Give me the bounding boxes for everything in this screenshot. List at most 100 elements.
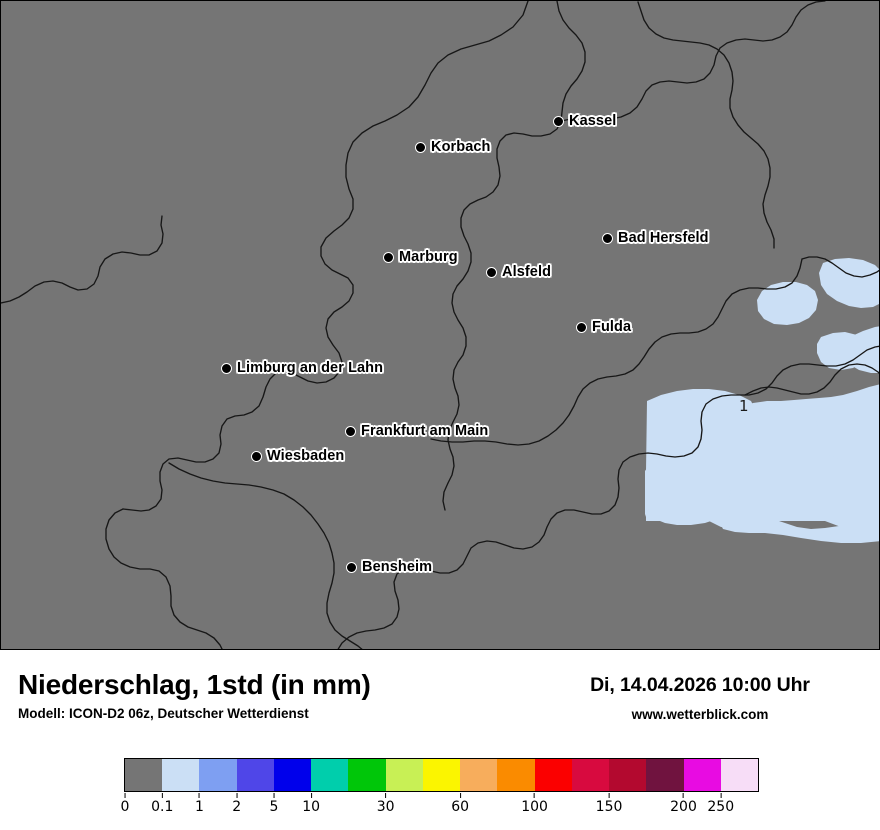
tick-mark: [236, 793, 238, 798]
city-dot-icon: [576, 321, 587, 333]
border-northeast: [442, 1, 586, 511]
border-south-odenwald: [337, 345, 879, 649]
valid-time-label: Di, 14.04.2026 10:00 Uhr: [590, 674, 810, 696]
page-title: Niederschlag, 1std (in mm): [18, 669, 371, 700]
tick-mark: [310, 793, 312, 798]
colorbar-tick: 0: [120, 793, 130, 815]
colorbar-swatch-11[interactable]: [534, 759, 572, 791]
border-east-fulda: [637, 1, 775, 249]
city-dot-icon: [221, 362, 232, 374]
colorbar-tick: 250: [707, 793, 734, 815]
border-lower-right: [744, 363, 879, 396]
colorbar-tick: 2: [232, 793, 241, 815]
colorbar-swatch-9[interactable]: [460, 759, 498, 791]
precip-area-se-extension: [719, 515, 879, 543]
city-marker-kassel[interactable]: Kassel: [553, 113, 616, 129]
precipitation-map[interactable]: 1 Kassel Korbach Bad Hersfeld Marburg Al…: [0, 0, 880, 650]
tick-mark: [273, 793, 275, 798]
tick-mark: [534, 793, 536, 798]
colorbar-legend[interactable]: 0 0.1 1 2 5 10 30 60 100 150 200 250: [120, 758, 759, 821]
colorbar-swatch-16[interactable]: [720, 759, 758, 791]
colorbar-swatch-2[interactable]: [199, 759, 237, 791]
tick-mark: [161, 793, 163, 798]
city-dot-icon: [602, 232, 613, 244]
colorbar-swatch-8[interactable]: [422, 759, 461, 791]
city-marker-bensheim[interactable]: Bensheim: [346, 559, 432, 575]
city-marker-marburg[interactable]: Marburg: [383, 249, 458, 265]
colorbar-swatch-3[interactable]: [236, 759, 274, 791]
administrative-borders: [1, 1, 879, 649]
tick-label: 1: [195, 799, 204, 815]
colorbar-swatch-7[interactable]: [385, 759, 423, 791]
tick-mark: [459, 793, 461, 798]
border-south-rhine: [168, 462, 363, 649]
city-label: Bad Hersfeld: [618, 230, 709, 246]
colorbar[interactable]: [124, 758, 759, 792]
border-ne-upper: [560, 1, 826, 122]
colorbar-swatch-13[interactable]: [609, 759, 647, 791]
colorbar-swatch-5[interactable]: [311, 759, 349, 791]
precip-area-n-blob: [819, 258, 879, 308]
tick-mark: [198, 793, 200, 798]
colorbar-ticks: 0 0.1 1 2 5 10 30 60 100 150 200 250: [120, 793, 759, 821]
city-marker-frankfurt-am-main[interactable]: Frankfurt am Main: [345, 423, 488, 439]
tick-mark: [385, 793, 387, 798]
city-dot-icon: [383, 251, 394, 263]
colorbar-swatch-15[interactable]: [683, 759, 721, 791]
tick-label: 0: [120, 799, 130, 815]
city-marker-bad-hersfeld[interactable]: Bad Hersfeld: [602, 230, 709, 246]
city-label: Bensheim: [362, 559, 433, 575]
legend-footer: Niederschlag, 1std (in mm) Modell: ICON-…: [0, 650, 880, 830]
map-graphics: [1, 1, 879, 649]
tick-mark: [124, 793, 126, 798]
colorbar-tick: 100: [521, 793, 548, 815]
colorbar-swatch-0[interactable]: [125, 759, 163, 791]
tick-label: 10: [302, 799, 321, 815]
colorbar-swatch-1[interactable]: [162, 759, 200, 791]
tick-label: 2: [232, 799, 242, 815]
city-label: Frankfurt am Main: [361, 423, 489, 439]
colorbar-swatch-12[interactable]: [571, 759, 610, 791]
colorbar-tick: 0.1: [151, 793, 173, 815]
website-label: www.wetterblick.com: [631, 707, 769, 722]
title-block: Niederschlag, 1std (in mm) Modell: ICON-…: [18, 669, 371, 722]
date-block: Di, 14.04.2026 10:00 Uhr www.wetterblick…: [550, 674, 850, 722]
colorbar-tick: 60: [451, 793, 469, 815]
colorbar-tick: 10: [302, 793, 320, 815]
colorbar-swatch-4[interactable]: [273, 759, 312, 791]
tick-label: 30: [376, 799, 395, 815]
city-label: Korbach: [431, 139, 491, 155]
city-dot-icon: [345, 425, 356, 437]
colorbar-tick: 200: [670, 793, 697, 815]
colorbar-swatch-6[interactable]: [348, 759, 386, 791]
precip-area-nw-blob: [757, 282, 818, 325]
city-label: Alsfeld: [502, 264, 552, 280]
city-dot-icon: [346, 561, 357, 573]
precip-area-bridge: [817, 332, 867, 370]
border-west-upper: [1, 215, 164, 304]
border-hessen-nw: [122, 1, 529, 512]
city-label: Wiesbaden: [267, 448, 345, 464]
precip-area-bottom-left: [646, 389, 757, 525]
colorbar-tick: 150: [596, 793, 622, 815]
city-marker-fulda[interactable]: Fulda: [576, 319, 631, 335]
city-dot-icon: [486, 266, 497, 278]
city-marker-alsfeld[interactable]: Alsfeld: [486, 264, 551, 280]
colorbar-tick: 30: [377, 793, 395, 815]
tick-label: 5: [269, 799, 279, 815]
city-dot-icon: [415, 141, 426, 153]
colorbar-swatch-14[interactable]: [646, 759, 684, 791]
tick-mark: [720, 793, 722, 798]
city-marker-wiesbaden[interactable]: Wiesbaden: [251, 448, 344, 464]
colorbar-tick: 5: [269, 793, 278, 815]
contour-label-1: 1: [739, 397, 749, 415]
border-main-frankfurt: [430, 258, 803, 446]
tick-label: 250: [707, 799, 735, 815]
model-subtitle: Modell: ICON-D2 06z, Deutscher Wetterdie…: [18, 706, 309, 722]
city-label: Fulda: [592, 319, 632, 335]
city-marker-limburg-an-der-lahn[interactable]: Limburg an der Lahn: [221, 360, 383, 376]
tick-label: 100: [521, 799, 548, 815]
city-marker-korbach[interactable]: Korbach: [415, 139, 491, 155]
colorbar-swatch-10[interactable]: [497, 759, 535, 791]
colorbar-tick: 1: [195, 793, 204, 815]
